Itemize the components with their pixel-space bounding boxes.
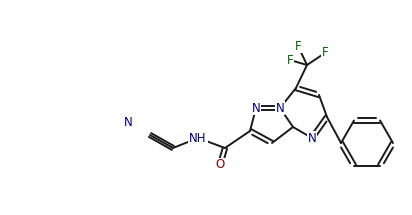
Text: O: O — [215, 158, 225, 172]
Text: N: N — [308, 132, 316, 144]
Text: F: F — [295, 40, 301, 52]
Text: N: N — [276, 101, 284, 115]
Text: N: N — [252, 101, 260, 115]
Text: N: N — [124, 115, 132, 129]
Text: NH: NH — [189, 132, 207, 144]
Text: F: F — [287, 54, 293, 66]
Text: F: F — [322, 46, 328, 60]
